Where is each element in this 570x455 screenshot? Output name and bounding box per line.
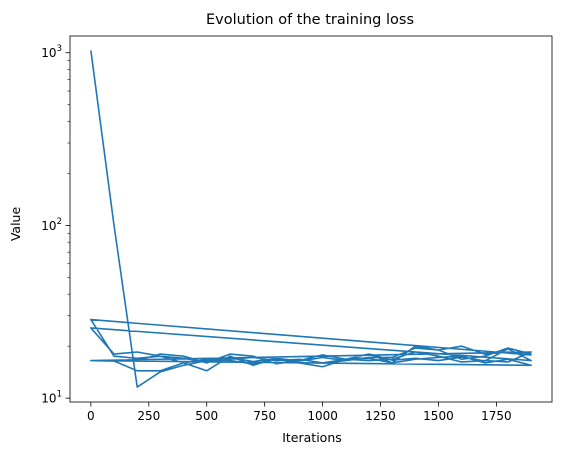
- y-tick-label: 103: [41, 44, 62, 60]
- y-tick-label: 102: [41, 217, 62, 233]
- x-tick-label: 250: [137, 409, 160, 423]
- series-line-0: [90, 50, 532, 388]
- x-tick-label: 500: [195, 409, 218, 423]
- x-tick-label: 0: [87, 409, 95, 423]
- y-tick-label: 101: [41, 390, 62, 406]
- x-axis-label: Iterations: [282, 430, 342, 445]
- series-layer: [90, 50, 532, 388]
- x-tick-label: 750: [253, 409, 276, 423]
- plot-frame: [69, 35, 553, 403]
- chart-title: Evolution of the training loss: [206, 12, 414, 28]
- x-tick-label: 1000: [307, 409, 338, 423]
- x-axis: 0 250 500 750 1000 1250 1500 1750: [87, 402, 512, 423]
- y-axis: 101 102 103: [41, 44, 70, 406]
- x-tick-label: 1250: [365, 409, 396, 423]
- y-axis-label: Value: [8, 207, 23, 242]
- plot-area: [69, 35, 553, 403]
- x-tick-label: 1750: [481, 409, 512, 423]
- x-tick-label: 1500: [423, 409, 454, 423]
